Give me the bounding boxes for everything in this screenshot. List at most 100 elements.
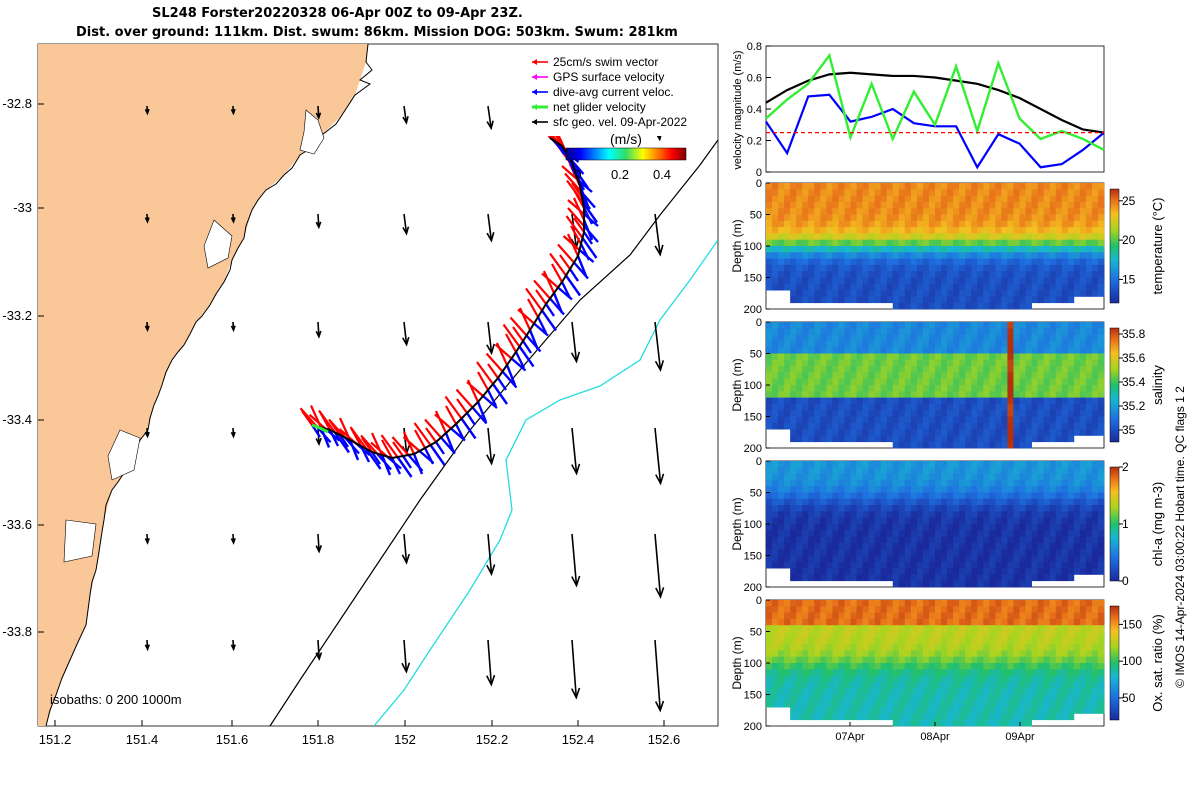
section-cell [953, 669, 959, 676]
section-cell [1092, 486, 1098, 493]
section-cell [1050, 562, 1056, 569]
section-cell [814, 360, 820, 367]
section-cell [1007, 695, 1013, 702]
section-cell [959, 303, 965, 310]
section-cell [863, 215, 869, 222]
section-cell [995, 252, 1001, 259]
section-cell [1098, 391, 1104, 398]
section-cell [875, 252, 881, 259]
section-cell [863, 322, 869, 329]
section-cell [784, 354, 790, 361]
section-cell [995, 638, 1001, 645]
section-cell [899, 625, 905, 632]
section-cell [790, 221, 796, 228]
section-cell [977, 360, 983, 367]
section-cell [977, 720, 983, 727]
section-cell [947, 720, 953, 727]
section-cell [1026, 663, 1032, 670]
section-cell [1026, 360, 1032, 367]
section-cell [929, 688, 935, 695]
section-cell [911, 391, 917, 398]
section-cell [1007, 221, 1013, 228]
section-cell [1020, 619, 1026, 626]
section-cell [851, 404, 857, 411]
section-cell [977, 663, 983, 670]
section-cell [1001, 360, 1007, 367]
section-colorbar [1110, 328, 1119, 442]
section-cell [1013, 720, 1019, 727]
section-cell [857, 208, 863, 215]
section-cell [851, 499, 857, 506]
section-cell [983, 556, 989, 563]
section-cell [820, 619, 826, 626]
section-cell [772, 379, 778, 386]
section-cell [802, 562, 808, 569]
section-cell [851, 562, 857, 569]
section-cell [772, 543, 778, 550]
section-cell [1098, 499, 1104, 506]
section-cell [851, 613, 857, 620]
section-cell [1050, 278, 1056, 285]
section-cell [983, 227, 989, 234]
section-cell [863, 644, 869, 651]
section-cell [917, 606, 923, 613]
section-cell [1098, 271, 1104, 278]
section-cell [881, 632, 887, 639]
section-cell [917, 341, 923, 348]
section-cell [1050, 259, 1056, 266]
section-cell [1020, 461, 1026, 468]
section-cell [935, 676, 941, 683]
section-cell [790, 366, 796, 373]
section-cell [863, 625, 869, 632]
section-cell [1074, 215, 1080, 222]
section-cell [887, 568, 893, 575]
section-cell [965, 271, 971, 278]
section-cell [857, 707, 863, 714]
section-cell [941, 511, 947, 518]
section-cell [959, 669, 965, 676]
section-cell [772, 600, 778, 607]
section-cell [820, 474, 826, 481]
section-cell [857, 423, 863, 430]
section-cell [1001, 467, 1007, 474]
section-cell [887, 562, 893, 569]
section-cell [1080, 543, 1086, 550]
section-cell [1038, 474, 1044, 481]
section-cell [911, 682, 917, 689]
section-cell [1068, 271, 1074, 278]
section-cell [1068, 398, 1074, 405]
section-cell [857, 240, 863, 247]
section-cell [1056, 252, 1062, 259]
section-cell [1020, 435, 1026, 442]
section-cell [977, 335, 983, 342]
section-cell [953, 398, 959, 405]
section-cell [863, 619, 869, 626]
section-cell [923, 290, 929, 297]
section-cell [863, 537, 869, 544]
section-cell [766, 227, 772, 234]
section-cell [1032, 556, 1038, 563]
section-cell [953, 221, 959, 228]
section-cell [983, 341, 989, 348]
section-cell [923, 650, 929, 657]
section-cell [947, 290, 953, 297]
section-cell [953, 410, 959, 417]
section-cell [838, 296, 844, 303]
section-cell [995, 341, 1001, 348]
section-cell [844, 493, 850, 500]
section-cell [851, 518, 857, 525]
section-cell [929, 574, 935, 581]
section-cell [778, 215, 784, 222]
section-cell [875, 461, 881, 468]
section-cell [1007, 196, 1013, 203]
section-cell [1074, 322, 1080, 329]
section-cell [790, 265, 796, 272]
section-cell [784, 341, 790, 348]
section-cell [1013, 221, 1019, 228]
section-cell [808, 461, 814, 468]
section-cell [832, 707, 838, 714]
section-cell [1044, 410, 1050, 417]
section-cell [1086, 404, 1092, 411]
section-cell [1098, 252, 1104, 259]
section-cell [820, 208, 826, 215]
